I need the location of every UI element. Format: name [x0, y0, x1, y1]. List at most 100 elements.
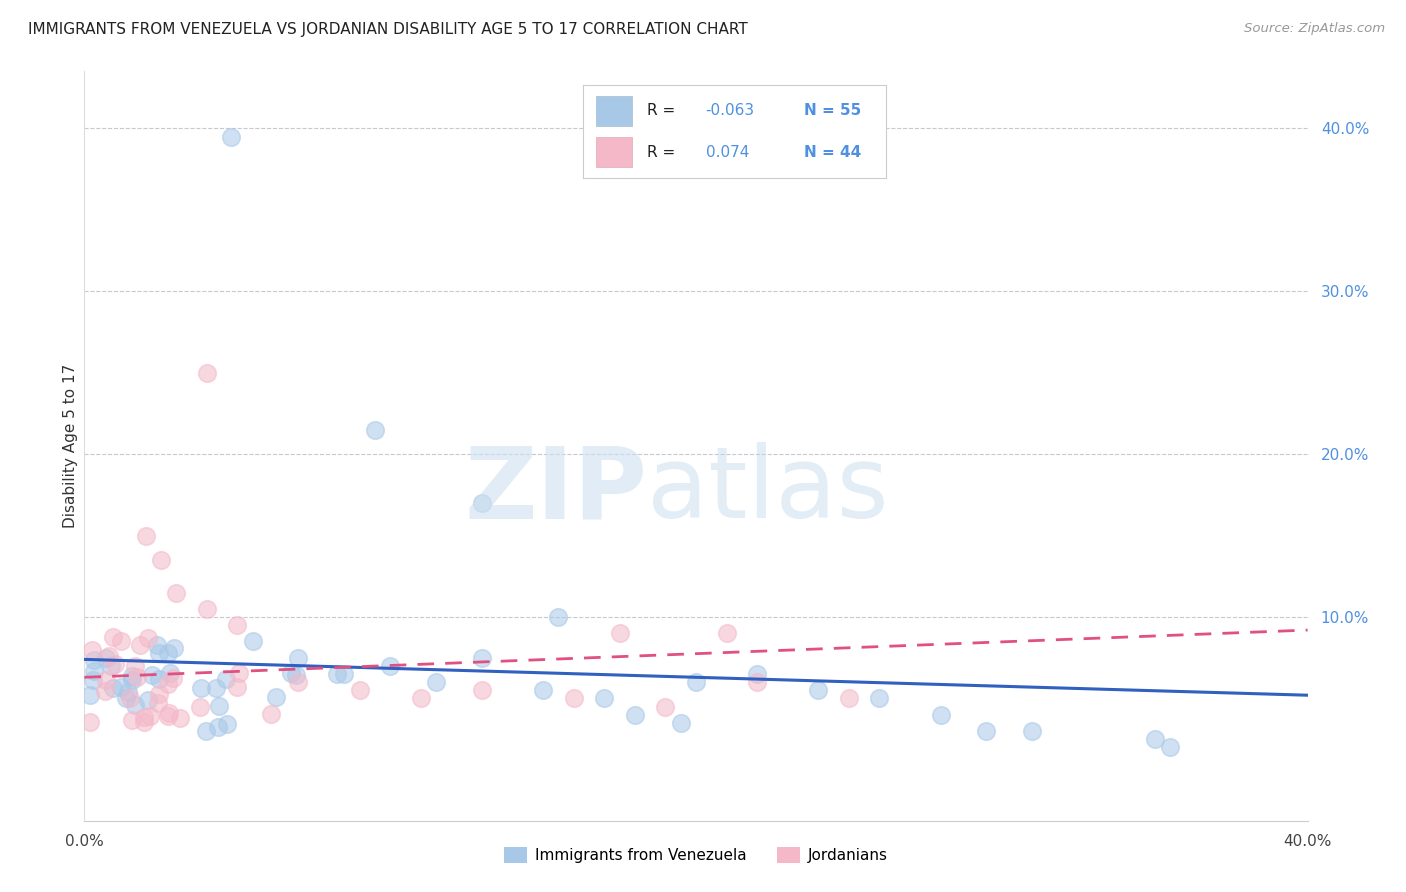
Point: [807, 683, 830, 698]
Point: [228, 665, 250, 680]
Point: [134, 710, 156, 724]
Point: [148, 687, 170, 701]
Point: [471, 650, 494, 665]
Point: [287, 675, 309, 690]
Point: [101, 681, 124, 695]
Text: N = 44: N = 44: [804, 145, 860, 160]
Point: [471, 683, 494, 698]
Point: [82, 673, 104, 687]
Point: [280, 666, 302, 681]
Point: [380, 659, 402, 673]
Point: [471, 496, 494, 510]
Point: [838, 691, 860, 706]
Point: [148, 697, 170, 711]
Point: [83, 653, 105, 667]
Point: [624, 707, 647, 722]
Text: 0.074: 0.074: [706, 145, 749, 160]
Point: [141, 667, 163, 681]
Point: [79, 715, 101, 730]
Point: [110, 633, 132, 648]
Point: [148, 672, 170, 686]
Point: [83, 664, 105, 678]
Point: [1159, 740, 1181, 755]
Text: R =: R =: [647, 145, 685, 160]
Point: [287, 650, 309, 665]
Text: atlas: atlas: [647, 442, 889, 540]
Point: [96, 673, 118, 687]
Point: [593, 691, 616, 706]
Text: ZIP: ZIP: [464, 442, 647, 540]
Point: [562, 691, 585, 706]
Point: [547, 610, 569, 624]
Text: IMMIGRANTS FROM VENEZUELA VS JORDANIAN DISABILITY AGE 5 TO 17 CORRELATION CHART: IMMIGRANTS FROM VENEZUELA VS JORDANIAN D…: [28, 22, 748, 37]
Point: [96, 651, 118, 665]
Point: [94, 683, 117, 698]
Point: [242, 634, 264, 648]
Point: [654, 699, 676, 714]
Point: [333, 667, 356, 681]
Point: [101, 630, 124, 644]
Point: [145, 638, 167, 652]
Point: [159, 665, 181, 680]
Point: [157, 706, 180, 720]
Point: [139, 709, 162, 723]
Point: [135, 528, 157, 542]
Point: [157, 646, 180, 660]
Point: [219, 129, 242, 144]
Point: [1143, 732, 1166, 747]
Point: [531, 683, 554, 698]
Point: [100, 658, 122, 673]
Point: [162, 671, 184, 685]
Point: [98, 648, 121, 663]
Text: N = 55: N = 55: [804, 103, 860, 119]
Point: [364, 423, 387, 437]
Point: [747, 667, 769, 681]
Point: [349, 683, 371, 698]
Point: [120, 691, 142, 706]
Point: [217, 716, 239, 731]
Point: [225, 680, 247, 694]
Text: R =: R =: [647, 103, 679, 119]
Point: [124, 698, 146, 712]
Point: [134, 714, 156, 729]
Text: -0.063: -0.063: [706, 103, 755, 119]
Point: [669, 715, 692, 730]
Point: [148, 646, 170, 660]
Point: [115, 690, 138, 705]
FancyBboxPatch shape: [596, 137, 631, 167]
Point: [110, 681, 132, 695]
Y-axis label: Disability Age 5 to 17: Disability Age 5 to 17: [63, 364, 77, 528]
Point: [215, 673, 238, 687]
Point: [194, 723, 217, 738]
Point: [1021, 724, 1043, 739]
FancyBboxPatch shape: [596, 96, 631, 126]
Point: [165, 585, 187, 599]
Point: [79, 688, 101, 702]
Point: [149, 553, 172, 567]
Point: [716, 626, 738, 640]
Point: [190, 681, 212, 696]
Point: [207, 720, 229, 734]
Point: [124, 659, 146, 673]
Point: [976, 724, 998, 739]
Point: [747, 675, 769, 690]
Point: [104, 657, 127, 672]
Point: [264, 690, 287, 705]
Point: [205, 681, 228, 696]
Point: [121, 669, 143, 683]
Point: [685, 675, 707, 690]
Point: [127, 670, 149, 684]
Point: [117, 685, 139, 699]
Point: [869, 691, 891, 706]
Point: [121, 673, 143, 688]
Point: [188, 699, 211, 714]
Point: [325, 667, 347, 681]
Point: [260, 706, 283, 721]
Point: [226, 618, 249, 632]
Point: [409, 691, 432, 706]
Point: [136, 692, 159, 706]
Point: [609, 626, 631, 640]
Point: [163, 641, 186, 656]
Point: [195, 602, 218, 616]
Point: [425, 675, 447, 690]
